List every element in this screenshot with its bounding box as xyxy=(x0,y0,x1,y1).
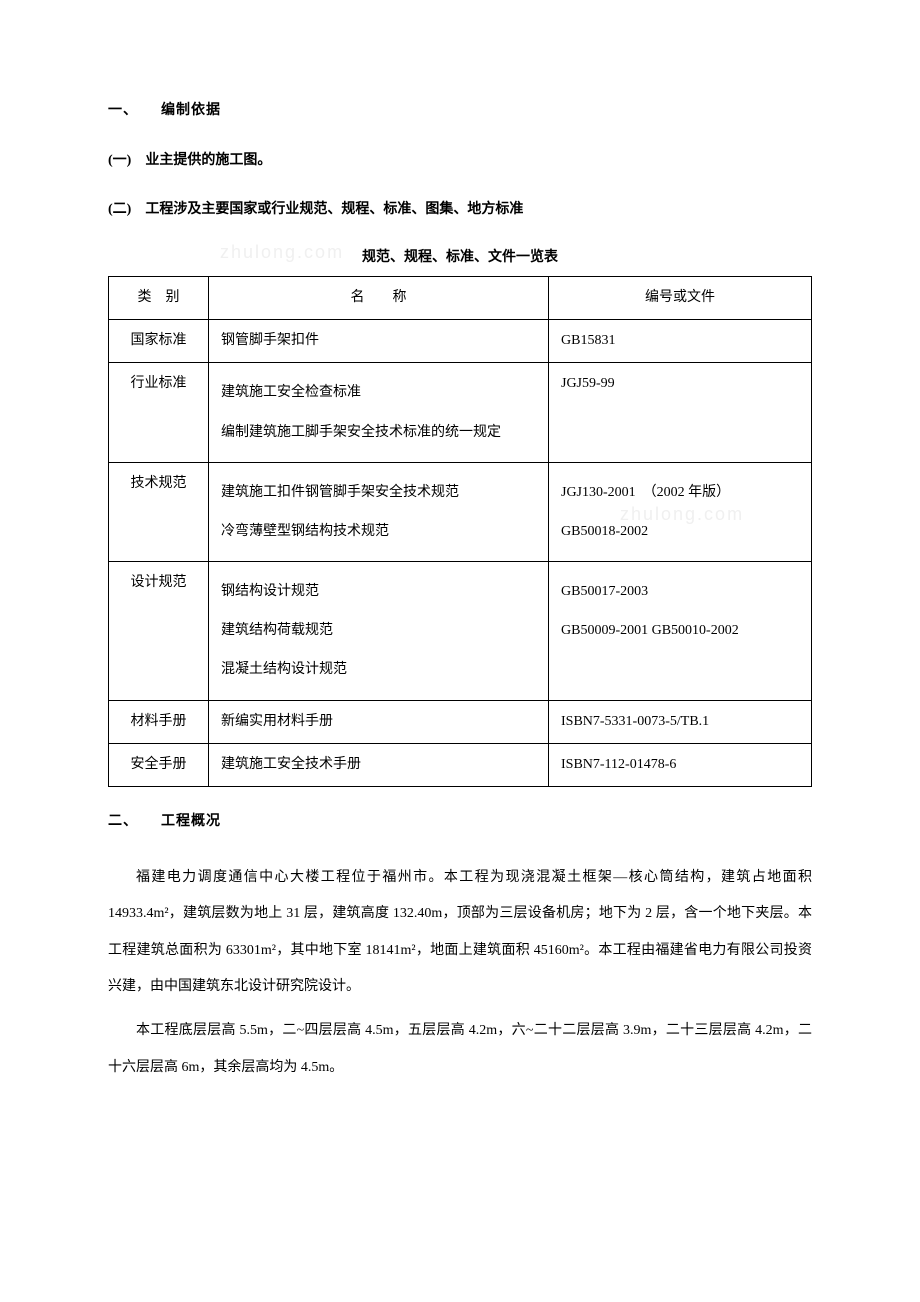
table-row: 技术规范建筑施工扣件钢管脚手架安全技术规范 冷弯薄壁型钢结构技术规范JGJ130… xyxy=(109,462,812,561)
cell-category: 技术规范 xyxy=(109,462,209,561)
cell-name: 建筑施工安全检查标准 编制建筑施工脚手架安全技术标准的统一规定 xyxy=(209,363,549,462)
section2-para1: 福建电力调度通信中心大楼工程位于福州市。本工程为现浇混凝土框架—核心筒结构，建筑… xyxy=(108,860,812,1006)
table-header-row: 类 别 名 称 编号或文件 xyxy=(109,276,812,319)
cell-name: 钢管脚手架扣件 xyxy=(209,319,549,362)
th-category: 类 别 xyxy=(109,276,209,319)
cell-category: 国家标准 xyxy=(109,319,209,362)
standards-table: 类 别 名 称 编号或文件 国家标准钢管脚手架扣件GB15831行业标准建筑施工… xyxy=(108,276,812,788)
cell-category: 材料手册 xyxy=(109,700,209,743)
cell-name: 新编实用材料手册 xyxy=(209,700,549,743)
cell-category: 设计规范 xyxy=(109,562,209,701)
cell-name: 建筑施工扣件钢管脚手架安全技术规范 冷弯薄壁型钢结构技术规范 xyxy=(209,462,549,561)
cell-code: JGJ59-99 xyxy=(549,363,812,462)
table-caption: 规范、规程、标准、文件一览表 xyxy=(108,247,812,269)
table-row: 国家标准钢管脚手架扣件GB15831 xyxy=(109,319,812,362)
cell-name: 钢结构设计规范 建筑结构荷载规范 混凝土结构设计规范 xyxy=(209,562,549,701)
table-row: 设计规范钢结构设计规范 建筑结构荷载规范 混凝土结构设计规范GB50017-20… xyxy=(109,562,812,701)
table-row: 材料手册新编实用材料手册ISBN7-5331-0073-5/TB.1 xyxy=(109,700,812,743)
cell-category: 行业标准 xyxy=(109,363,209,462)
cell-code: ISBN7-5331-0073-5/TB.1 xyxy=(549,700,812,743)
section2-para2: 本工程底层层高 5.5m，二~四层层高 4.5m，五层层高 4.2m，六~二十二… xyxy=(108,1013,812,1086)
cell-code: JGJ130-2001 （2002 年版） GB50018-2002 xyxy=(549,462,812,561)
section1-sub1: (一) 业主提供的施工图。 xyxy=(108,150,812,172)
cell-code: GB50017-2003 GB50009-2001 GB50010-2002 xyxy=(549,562,812,701)
section1-heading: 一、 编制依据 xyxy=(108,100,812,122)
cell-code: ISBN7-112-01478-6 xyxy=(549,744,812,787)
th-code: 编号或文件 xyxy=(549,276,812,319)
cell-code: GB15831 xyxy=(549,319,812,362)
section2-heading: 二、 工程概况 xyxy=(108,811,812,833)
cell-category: 安全手册 xyxy=(109,744,209,787)
table-row: 安全手册建筑施工安全技术手册ISBN7-112-01478-6 xyxy=(109,744,812,787)
table-row: 行业标准建筑施工安全检查标准 编制建筑施工脚手架安全技术标准的统一规定JGJ59… xyxy=(109,363,812,462)
section1-sub2: (二) 工程涉及主要国家或行业规范、规程、标准、图集、地方标准 xyxy=(108,199,812,221)
th-name: 名 称 xyxy=(209,276,549,319)
cell-name: 建筑施工安全技术手册 xyxy=(209,744,549,787)
